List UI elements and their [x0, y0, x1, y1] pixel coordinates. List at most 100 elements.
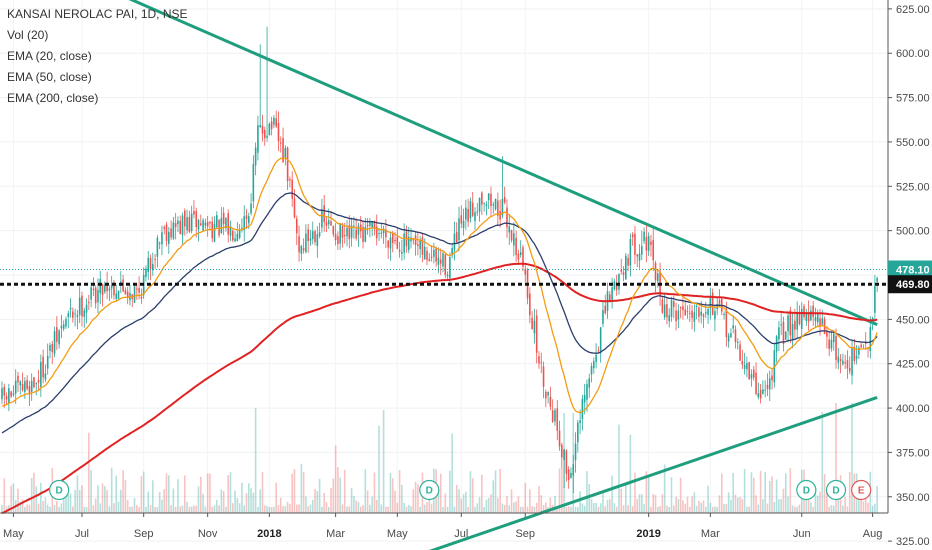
candle: [844, 354, 846, 370]
candle: [522, 244, 524, 272]
candle: [782, 316, 785, 352]
candle: [17, 371, 19, 393]
y-tick-label: 325.00: [896, 536, 930, 548]
volume-bar: [835, 403, 837, 513]
volume-bar: [723, 503, 725, 513]
volume-bar: [350, 488, 353, 513]
candle: [254, 142, 257, 176]
volume-bar: [828, 506, 830, 513]
candle: [401, 239, 403, 261]
volume-bar: [636, 499, 639, 513]
candle: [567, 466, 570, 489]
candle: [268, 122, 271, 136]
candle: [858, 345, 860, 359]
candle: [453, 221, 456, 261]
legend-ema20[interactable]: EMA (20, close): [7, 49, 92, 63]
candle: [172, 217, 175, 240]
volume-bar: [499, 468, 501, 513]
volume-bar: [174, 506, 177, 513]
volume-bar: [579, 491, 581, 513]
volume-bar: [590, 498, 593, 513]
volume-bar: [446, 506, 449, 513]
candle: [215, 211, 218, 228]
volume-bar: [732, 472, 734, 513]
volume-bar: [286, 501, 289, 513]
dividend-badge[interactable]: D: [796, 479, 817, 501]
candle: [362, 220, 364, 249]
candle: [190, 205, 193, 234]
dividend-badge[interactable]: D: [825, 479, 847, 501]
legend-symbol[interactable]: KANSAI NEROLAC PAI, 1D, NSE: [7, 7, 188, 21]
volume-bar: [254, 408, 257, 513]
volume-bar: [327, 506, 330, 513]
volume-bar: [627, 505, 629, 513]
candle: [1, 381, 3, 404]
volume-bar: [645, 471, 648, 513]
candle: [234, 231, 236, 243]
volume-bar: [442, 506, 444, 513]
last-price-label: 478.10: [896, 265, 930, 277]
earnings-badge[interactable]: E: [851, 479, 872, 501]
candle: [302, 238, 305, 254]
dividend-badge[interactable]: D: [49, 479, 70, 501]
volume-bar: [519, 506, 522, 513]
candle: [60, 314, 63, 339]
volume-bar: [816, 495, 819, 513]
y-tick-label: 575.00: [896, 93, 930, 105]
volume-bar: [94, 498, 97, 513]
svg-text:D: D: [803, 486, 810, 497]
volume-bar: [35, 486, 38, 513]
volume-bar: [622, 505, 625, 513]
candle: [686, 305, 689, 319]
volume-bar: [741, 499, 744, 513]
ema50-line: [1, 192, 878, 434]
candle: [469, 197, 472, 223]
candle: [206, 215, 209, 237]
candle: [627, 253, 629, 272]
trendline-lower: [428, 396, 878, 550]
volume-bar: [341, 504, 344, 513]
candle: [816, 309, 819, 327]
candle: [236, 222, 239, 242]
volume-bar: [417, 484, 419, 513]
candle: [49, 342, 51, 359]
candle: [195, 207, 198, 238]
legend-ema200[interactable]: EMA (200, close): [7, 91, 99, 105]
volume-bar: [704, 506, 707, 513]
volume-bar: [764, 472, 766, 513]
volume-bar: [321, 506, 323, 513]
volume-bar: [405, 506, 408, 513]
chart-legend: KANSAI NEROLAC PAI, 1D, NSE Vol (20) EMA…: [7, 4, 188, 109]
candle: [643, 227, 645, 244]
candle: [677, 304, 680, 329]
volume-bar: [170, 505, 172, 513]
legend-volume[interactable]: Vol (20): [7, 28, 49, 42]
volume-bar: [99, 503, 102, 513]
volume-bar: [117, 501, 120, 513]
volume-bar: [161, 499, 163, 513]
candle: [597, 346, 600, 353]
candle: [698, 306, 700, 323]
volume-bar: [663, 464, 666, 513]
volume-bar: [394, 490, 396, 513]
volume-bar: [302, 471, 305, 513]
volume-bar: [282, 506, 284, 513]
volume-bar: [659, 505, 661, 513]
dividend-badge[interactable]: D: [419, 479, 440, 501]
candle: [314, 229, 316, 246]
volume-bar: [846, 506, 849, 513]
legend-ema50[interactable]: EMA (50, close): [7, 70, 92, 84]
volume-bar: [670, 477, 673, 513]
volume-bar: [574, 506, 577, 513]
volume-bar: [762, 499, 764, 513]
volume-bar: [565, 506, 568, 513]
volume-bar: [467, 506, 469, 513]
volume-bar: [858, 493, 860, 513]
candle: [8, 383, 10, 412]
candle: [695, 304, 698, 320]
volume-bar: [26, 504, 28, 513]
volume-bar: [750, 472, 753, 513]
volume-bar: [81, 485, 83, 513]
volume-bar: [430, 503, 433, 513]
